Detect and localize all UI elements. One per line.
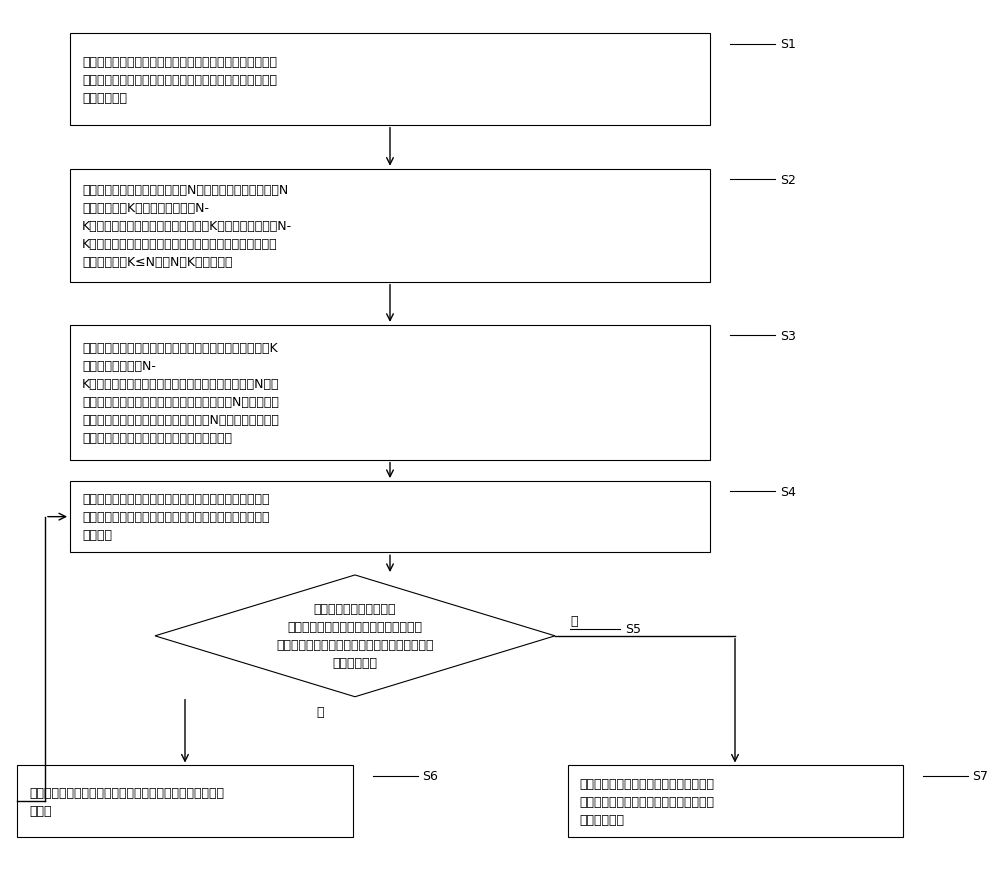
Text: 判断所述上一检测的成本
及其对应的总风险值，以及所述当前优化
检测的成本及其对应的总风险值是否同时满足预
定的约束条件: 判断所述上一检测的成本 及其对应的总风险值，以及所述当前优化 检测的成本及其对应… [276, 602, 434, 670]
Text: 确定当前优化检测及所述当前优化检测的上一检测中分别
由各电缆的最小风险值叠加得到的总风险值，以及分别对
应的成本: 确定当前优化检测及所述当前优化检测的上一检测中分别 由各电缆的最小风险值叠加得到… [82, 493, 270, 541]
FancyBboxPatch shape [17, 766, 353, 837]
Text: 进行下一优化检测，并将所述下一优化检测作为所述当前优
化检测: 进行下一优化检测，并将所述下一优化检测作为所述当前优 化检测 [29, 786, 224, 817]
Text: 是: 是 [316, 706, 324, 719]
FancyBboxPatch shape [568, 766, 903, 837]
Text: S2: S2 [780, 174, 796, 186]
Text: S6: S6 [423, 770, 438, 782]
Text: 基于符号动力学构建风险模型，且将预设的风险等级引入所
述构建的风险模型中，得到通过符号序列来量化所述安全等
级的参数集合: 基于符号动力学构建风险模型，且将预设的风险等级引入所 述构建的风险模型中，得到通… [82, 56, 277, 104]
Polygon shape [155, 575, 555, 697]
Text: 获取与电缆介质绝缘性能相关的N个参数项，并划分出所述N
个参数项中的K个数值型参数项及N-
K个非数值型参数项，且将所述划分的K个数值型参数项及N-
K个非数值: 获取与电缆介质绝缘性能相关的N个参数项，并划分出所述N 个参数项中的K个数值型参… [82, 183, 292, 269]
FancyBboxPatch shape [70, 169, 710, 282]
Text: 终止优化，并将所述当前优化检测的成本
及其对应的总风险值分别作为最终成本及
最终总风险值: 终止优化，并将所述当前优化检测的成本 及其对应的总风险值分别作为最终成本及 最终… [580, 777, 714, 826]
Text: S7: S7 [972, 770, 988, 782]
Text: S3: S3 [780, 329, 796, 342]
FancyBboxPatch shape [70, 325, 710, 460]
Text: S5: S5 [625, 623, 641, 635]
FancyBboxPatch shape [70, 481, 710, 553]
FancyBboxPatch shape [70, 34, 710, 125]
Text: S1: S1 [780, 38, 796, 51]
Text: 否: 否 [570, 614, 578, 627]
Text: 统计出检测电缆的总量及各电缆的相关信息、并根据所述K
个数值型参数项及N-
K个非数值型参数项映射的计算函数，计算出各电缆N个参
数项分别对应的子符号序列集合，: 统计出检测电缆的总量及各电缆的相关信息、并根据所述K 个数值型参数项及N- K个… [82, 342, 280, 444]
Text: S4: S4 [780, 486, 796, 498]
